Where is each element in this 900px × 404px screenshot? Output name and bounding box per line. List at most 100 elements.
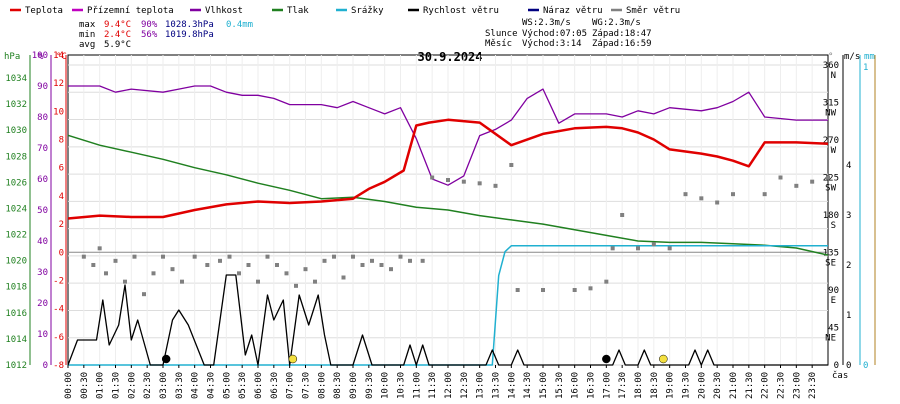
hpa-tick: 1032 xyxy=(5,100,27,110)
wind-direction-point xyxy=(699,196,704,201)
wind-direction-point xyxy=(572,288,577,292)
wind-direction-point xyxy=(588,286,593,291)
x-tick-label: 02:30 xyxy=(143,372,153,399)
x-tick-label: 11:00 xyxy=(412,372,422,399)
wind-direction-point xyxy=(446,178,450,182)
hpa-tick: 1030 xyxy=(5,126,27,136)
degc-tick: 6 xyxy=(59,164,64,174)
info-sun-label: Slunce xyxy=(485,29,518,39)
wind-direction-point xyxy=(227,254,232,259)
wind-direction-point xyxy=(408,258,412,263)
x-axis-ticks: 00:00 00:30 01:00 01:30 02:00 02:30 03:00 03:30… xyxy=(64,365,848,399)
info-moon-label: Měsíc xyxy=(485,39,512,49)
x-tick-label: 02:00 xyxy=(127,372,137,399)
x-tick-label: 17:00 xyxy=(602,372,612,399)
pct-tick: 10 xyxy=(37,330,48,340)
x-tick-label: 23:30 xyxy=(808,372,818,399)
wind-direction-point xyxy=(762,192,767,197)
wind-direction-point xyxy=(104,271,108,276)
compass-tick: 180 xyxy=(823,211,839,221)
pct-tick: 70 xyxy=(37,144,48,154)
wind-direction-point xyxy=(826,175,830,180)
x-tick-label: 16:00 xyxy=(571,372,581,399)
wind-direction-point xyxy=(810,179,815,184)
wind-direction-point xyxy=(620,213,625,217)
degc-tick: -2 xyxy=(53,276,64,286)
wind-direction-point xyxy=(610,246,615,251)
hpa-tick: 1028 xyxy=(5,152,27,162)
x-tick-label: 07:30 xyxy=(302,372,312,399)
compass-dir-label: NE xyxy=(825,334,836,344)
info-moonrise: Východ:3:14 xyxy=(522,39,582,49)
wind-direction-point xyxy=(123,279,127,284)
stat-row-label: max xyxy=(79,20,96,30)
compass-tick: 225 xyxy=(823,174,839,184)
degc-tick: 4 xyxy=(59,192,64,202)
chart-title: 30.9.2024 xyxy=(417,50,482,64)
wind-direction-point xyxy=(332,254,336,259)
wind-direction-point xyxy=(461,179,466,184)
x-tick-label: 09:30 xyxy=(365,372,375,399)
wind-direction-point xyxy=(205,263,210,267)
wind-direction-point xyxy=(113,258,118,263)
series xyxy=(67,85,830,366)
x-axis-label: čas xyxy=(832,370,848,381)
stats-panel: max 9.4°C 90% 1028.3hPa 0.4mm min 2.4°C 56% 1019… xyxy=(79,20,253,50)
x-tick-label: 06:30 xyxy=(270,372,280,399)
wind-direction-point xyxy=(132,254,137,259)
x-tick-label: 08:30 xyxy=(333,372,343,399)
stat-temp: 5.9°C xyxy=(104,40,131,50)
info-sunrise: Východ:07:05 xyxy=(522,29,587,39)
wind-direction-point xyxy=(389,267,393,272)
x-tick-label: 08:00 xyxy=(317,372,327,399)
x-tick-label: 19:30 xyxy=(682,372,692,399)
info-ws: WS:2.3m/s xyxy=(522,18,571,28)
hpa-tick: 1034 xyxy=(5,74,27,84)
series-rain xyxy=(68,245,828,366)
series-pressure xyxy=(67,134,829,256)
x-tick-label: 21:00 xyxy=(729,372,739,399)
wind-direction-point xyxy=(284,271,289,276)
stat-row-label: min xyxy=(79,30,95,40)
x-tick-label: 14:00 xyxy=(507,372,517,399)
x-tick-label: 14:30 xyxy=(523,372,533,399)
wind-direction-point xyxy=(794,183,799,188)
degc-tick: 8 xyxy=(59,136,64,146)
wind-direction-point xyxy=(351,254,355,259)
degc-tick: -8 xyxy=(53,361,64,371)
x-tick-label: 10:30 xyxy=(397,372,407,399)
x-tick-label: 12:00 xyxy=(444,372,454,399)
ms-tick: 1 xyxy=(846,311,851,321)
wind-direction-point xyxy=(275,263,279,267)
compass-dir-label: SE xyxy=(825,259,836,269)
x-tick-label: 15:30 xyxy=(555,372,565,399)
wind-direction-point xyxy=(313,279,317,284)
x-tick-label: 16:30 xyxy=(587,372,597,399)
ms-tick: 4 xyxy=(846,161,851,171)
wind-direction-point xyxy=(170,267,175,272)
stat-press: 1028.3hPa xyxy=(165,20,214,30)
hpa-tick: 1024 xyxy=(5,204,27,214)
wind-direction-point xyxy=(237,271,241,276)
event-marker-sunrise xyxy=(288,354,298,364)
wind-direction-point xyxy=(430,175,435,180)
stat-temp: 9.4°C xyxy=(104,20,131,30)
info-moonset: Západ:16:59 xyxy=(592,39,652,49)
legend: Teplota Přízemní teplota Vlhkost Tlak Srážky… xyxy=(10,6,680,16)
wind-direction-point xyxy=(683,192,688,197)
x-tick-label: 03:30 xyxy=(175,372,185,399)
x-tick-label: 03:00 xyxy=(159,372,169,399)
hpa-tick: 1020 xyxy=(5,257,27,267)
wind-direction-point xyxy=(218,258,222,263)
degc-tick: 2 xyxy=(59,220,64,230)
wind-direction-point xyxy=(322,258,327,263)
x-tick-label: 15:00 xyxy=(539,372,549,399)
compass-tick: 360 xyxy=(823,61,839,71)
wind-direction-point xyxy=(303,267,308,272)
wind-direction-point xyxy=(778,175,783,180)
legend-label-hum: Vlhkost xyxy=(205,6,243,16)
x-tick-label: 20:30 xyxy=(713,372,723,399)
info-wg: WG:2.3m/s xyxy=(592,18,641,28)
wind-direction-point xyxy=(651,242,656,247)
